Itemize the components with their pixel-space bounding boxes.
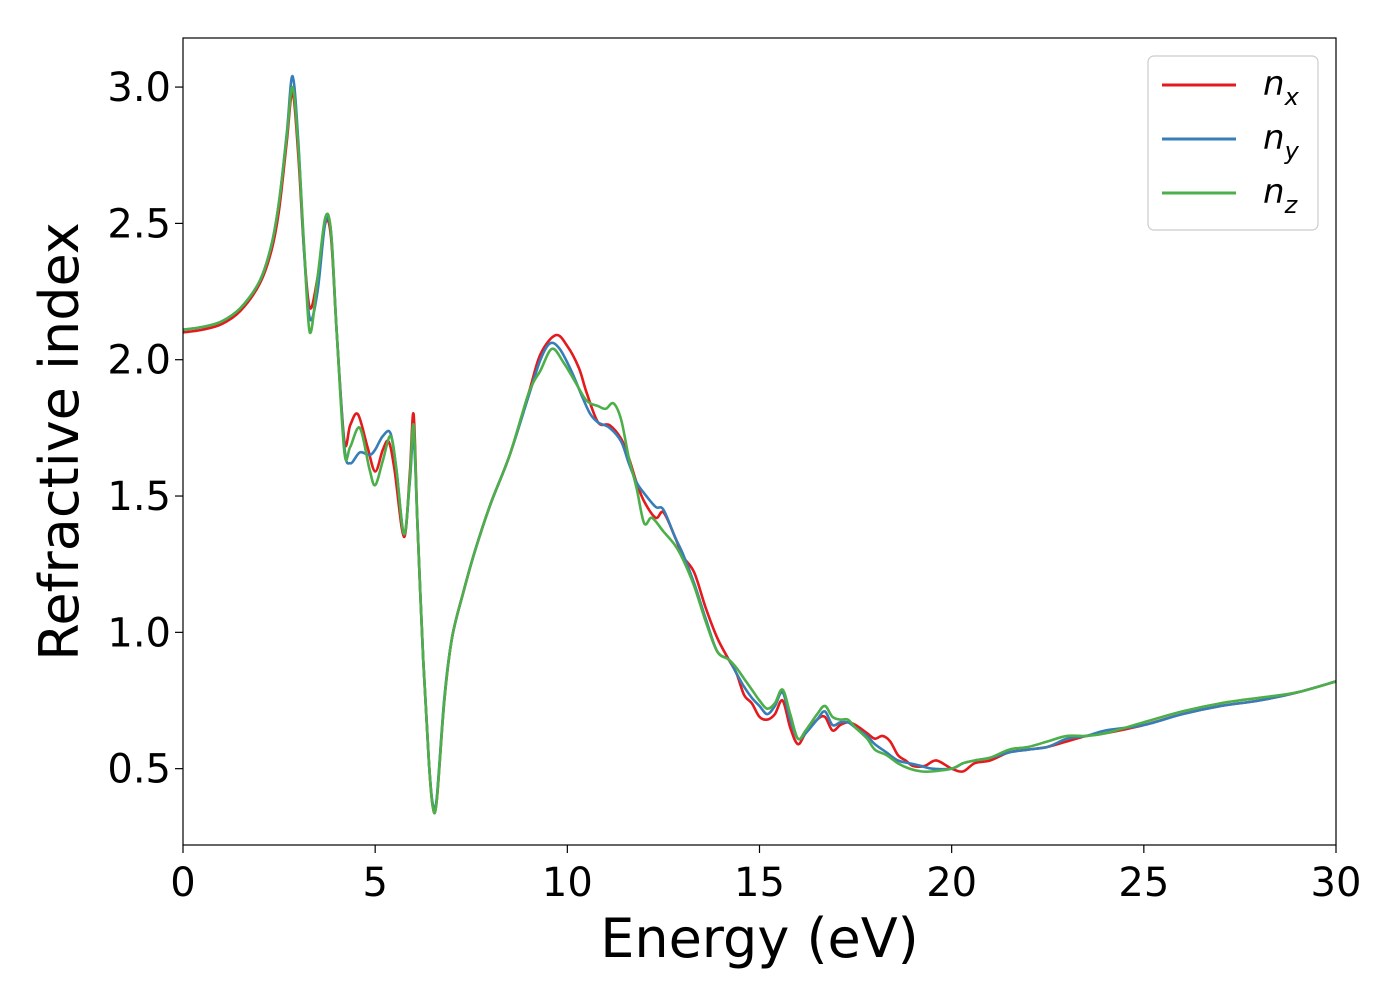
series-layer — [183, 74, 1336, 815]
y-tick-label: 3.0 — [107, 65, 171, 111]
y-tick-label: 1.5 — [107, 474, 171, 520]
x-axis: 0 5 10 15 20 25 30 — [170, 845, 1361, 906]
x-tick-label: 10 — [542, 860, 593, 906]
y-axis-title: Refractive index — [28, 222, 91, 661]
legend-label-nz: nz — [1263, 172, 1299, 219]
legend-label-base: n — [1263, 118, 1285, 158]
legend-label-subscript: x — [1284, 83, 1300, 111]
y-tick-label: 1.0 — [107, 610, 171, 656]
y-tick-label: 2.5 — [107, 201, 171, 247]
y-tick-label: 2.0 — [107, 338, 171, 384]
legend-label-ny: ny — [1263, 118, 1300, 165]
legend-label-subscript: y — [1284, 137, 1300, 165]
legend-label-base: n — [1263, 172, 1285, 212]
legend-label-base: n — [1263, 64, 1285, 104]
x-axis-title: Energy (eV) — [600, 907, 919, 970]
x-tick-label: 30 — [1311, 860, 1362, 906]
x-tick-label: 25 — [1118, 860, 1169, 906]
y-axis: 0.5 1.0 1.5 2.0 2.5 3.0 — [107, 65, 183, 793]
x-tick-label: 20 — [926, 860, 977, 906]
x-tick-label: 15 — [734, 860, 785, 906]
legend-label-nx: nx — [1263, 64, 1300, 111]
legend-box — [1147, 55, 1319, 231]
x-tick-label: 0 — [170, 860, 195, 906]
x-tick-label: 5 — [362, 860, 387, 906]
y-tick-label: 0.5 — [107, 747, 171, 793]
legend-label-subscript: z — [1284, 191, 1299, 219]
series-line-nz — [183, 85, 1336, 815]
